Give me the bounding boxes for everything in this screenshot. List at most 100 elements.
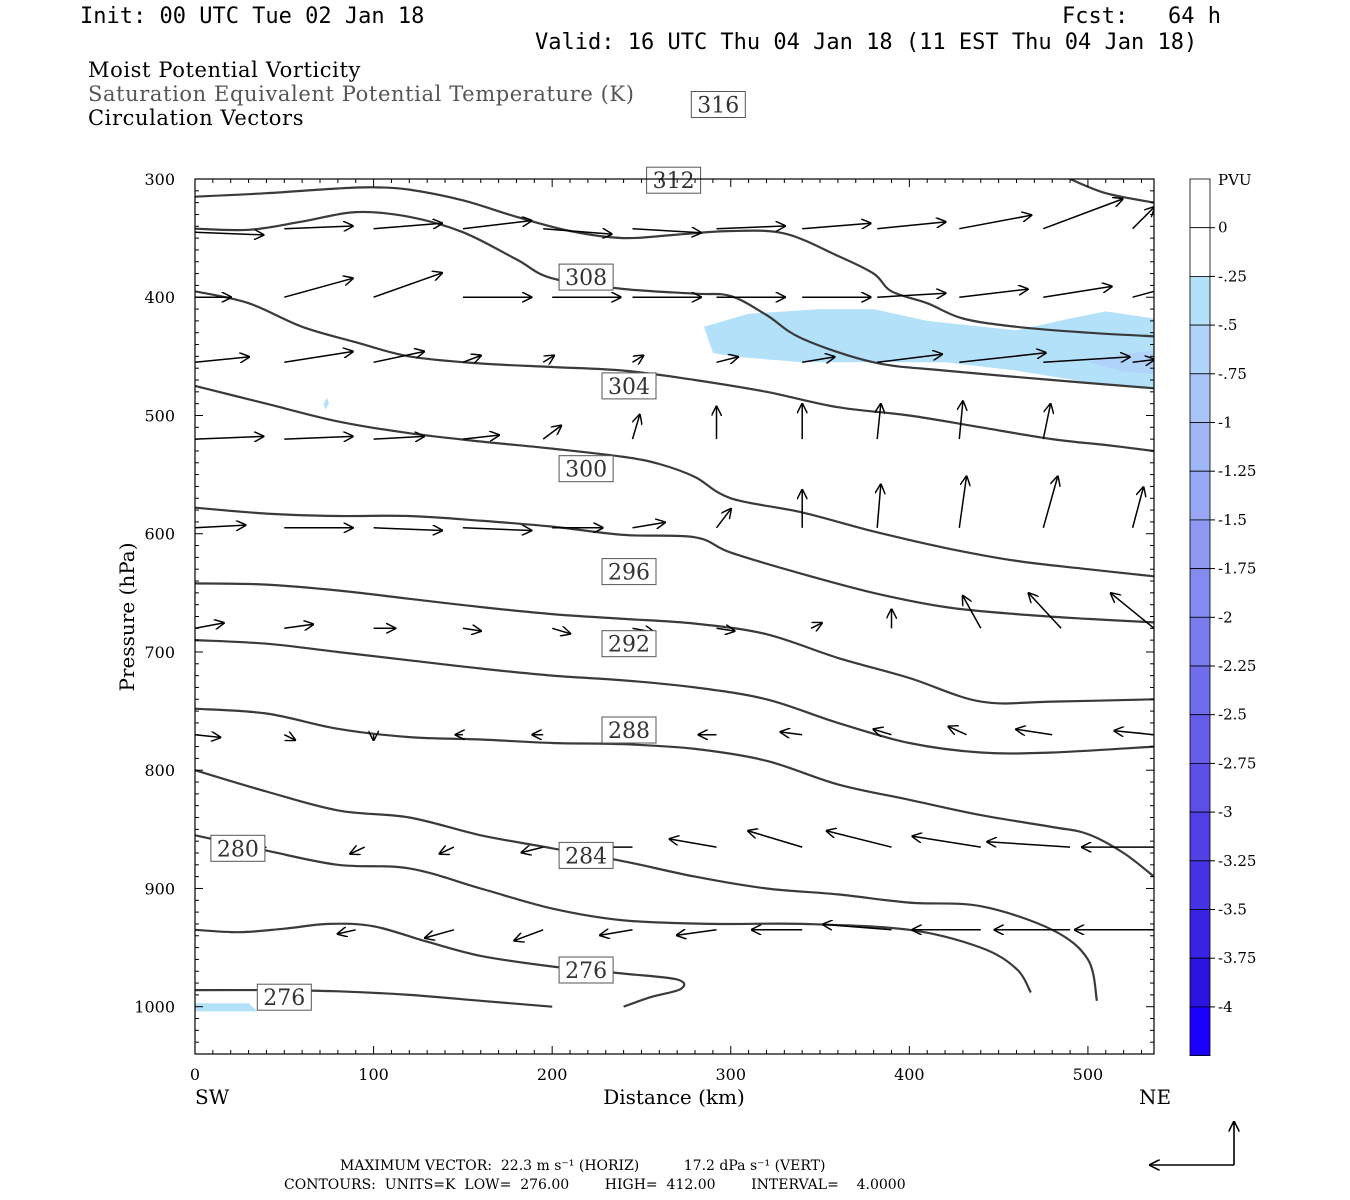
x-left-endpoint-label: SW <box>195 1085 230 1109</box>
svg-text:276: 276 <box>263 986 305 1011</box>
circulation-vector-66 <box>810 623 822 628</box>
circulation-vector-97 <box>600 930 633 935</box>
svg-text:308: 308 <box>565 266 607 291</box>
colorbar-cell-11 <box>1189 714 1211 764</box>
circulation-vector-2 <box>373 223 442 230</box>
theta-es-contour-308-9 <box>195 290 1154 453</box>
x-tick-label-300: 300 <box>715 1065 746 1084</box>
reference-vector <box>1150 1122 1234 1165</box>
colorbar-units: PVU <box>1218 171 1252 189</box>
contour-label-308-9: 308 <box>558 263 614 291</box>
y-tick-label-500: 500 <box>144 406 175 425</box>
svg-text:288: 288 <box>608 719 650 744</box>
circulation-vector-96 <box>514 929 544 941</box>
circulation-vector-45 <box>959 401 963 440</box>
colorbar-cell-6 <box>1189 470 1211 521</box>
colorbar-level-2: -.5 <box>1218 316 1237 334</box>
circulation-vector-9 <box>959 215 1031 230</box>
circulation-vector-1 <box>284 226 352 229</box>
y-tick-label-600: 600 <box>144 525 175 544</box>
circulation-vector-50 <box>462 528 531 531</box>
theta-es-contour-304-8 <box>195 384 1154 578</box>
colorbar-level-10: -2.5 <box>1218 706 1247 724</box>
x-right-endpoint-label: NE <box>1139 1085 1171 1109</box>
y-axis-title: Pressure (hPa) <box>115 543 139 692</box>
circulation-vector-26 <box>373 352 424 364</box>
colorbar-level-1: -.25 <box>1218 267 1247 285</box>
circulation-vector-24 <box>195 357 249 362</box>
colorbar-level-12: -3 <box>1218 803 1233 821</box>
circulation-vector-62 <box>462 628 481 631</box>
colorbar-cell-3 <box>1189 324 1211 375</box>
circulation-vector-23 <box>1132 290 1154 298</box>
circulation-vector-41 <box>631 415 640 440</box>
circulation-vector-80 <box>949 727 967 736</box>
y-tick-label-1000: 1000 <box>134 998 175 1017</box>
circulation-vector-25 <box>284 352 352 364</box>
colorbar-level-14: -3.5 <box>1218 901 1247 919</box>
circulation-vector-59 <box>195 623 224 628</box>
circulation-vector-35 <box>1132 360 1154 363</box>
x-tick-label-500: 500 <box>1073 1065 1104 1084</box>
contour-label-284-3: 284 <box>558 841 614 869</box>
y-tick-label-300: 300 <box>144 170 175 189</box>
circulation-vector-8 <box>877 222 945 230</box>
colorbar-cell-10 <box>1189 665 1211 716</box>
circulation-vector-39 <box>462 435 499 439</box>
circulation-vector-3 <box>462 221 531 230</box>
contour-label-276-1: 276 <box>558 956 614 984</box>
circulation-vector-36 <box>195 436 263 439</box>
contour-label-304-8: 304 <box>601 372 657 400</box>
circulation-vector-90 <box>827 831 892 848</box>
circulation-vector-27 <box>462 356 481 363</box>
svg-text:304: 304 <box>608 375 650 400</box>
colorbar-cell-9 <box>1189 616 1211 667</box>
field-title-theta-es: Saturation Equivalent Potential Temperat… <box>88 82 635 106</box>
circulation-vector-70 <box>1111 593 1154 629</box>
circulation-vector-82 <box>1114 731 1154 735</box>
theta-es-contour-276-1 <box>195 922 686 1008</box>
colorbar-cell-13 <box>1189 811 1211 862</box>
circulation-vector-21 <box>959 289 1027 298</box>
circulation-vector-33 <box>959 353 1045 364</box>
circulation-vector-14 <box>373 273 442 298</box>
svg-text:276: 276 <box>565 959 607 984</box>
circulation-vector-22 <box>1043 286 1111 298</box>
max-vector-note: MAXIMUM VECTOR: 22.3 m s⁻¹ (HORIZ) 17.2 … <box>340 1158 826 1174</box>
colorbar-level-13: -3.25 <box>1218 852 1256 870</box>
circulation-vector-86 <box>522 847 544 852</box>
colorbar-level-11: -2.75 <box>1218 754 1256 772</box>
circulation-vector-81 <box>1016 729 1053 734</box>
circulation-vector-91 <box>912 836 981 848</box>
theta-es-contour-300-7 <box>195 506 1154 624</box>
circulation-vector-58 <box>1131 487 1144 528</box>
circulation-vector-40 <box>542 426 561 440</box>
circulation-vector-89 <box>748 831 803 848</box>
y-tick-label-900: 900 <box>144 879 175 898</box>
circulation-vector-38 <box>373 436 424 439</box>
contour-info-note: CONTOURS: UNITS=K LOW= 276.00 HIGH= 412.… <box>284 1177 906 1193</box>
circulation-vector-29 <box>632 356 644 363</box>
circulation-vector-94 <box>338 930 356 934</box>
pv-shade-region-2 <box>195 1003 258 1012</box>
colorbar-level-4: -1 <box>1218 414 1233 432</box>
circulation-vector-7 <box>802 223 870 230</box>
init-time: Init: 00 UTC Tue 02 Jan 18 <box>80 4 425 29</box>
colorbar-cell-4 <box>1189 373 1211 423</box>
colorbar-cell-16 <box>1189 957 1211 1008</box>
contour-label-296-6: 296 <box>601 558 657 586</box>
circulation-vector-5 <box>632 229 701 233</box>
theta-es-contour-288-4 <box>195 707 1154 878</box>
circulation-vector-0 <box>195 232 263 235</box>
circulation-vector-57 <box>1042 477 1057 529</box>
x-tick-label-400: 400 <box>894 1065 925 1084</box>
x-tick-label-100: 100 <box>358 1065 389 1084</box>
circulation-vector-4 <box>543 227 611 234</box>
circulation-vector-88 <box>670 839 717 848</box>
circulation-vector-72 <box>283 735 295 740</box>
circulation-vector-37 <box>284 436 352 439</box>
circulation-vector-28 <box>542 356 554 363</box>
contour-label-276-0: 276 <box>256 983 312 1011</box>
pv-shade-region-0 <box>704 309 1154 390</box>
